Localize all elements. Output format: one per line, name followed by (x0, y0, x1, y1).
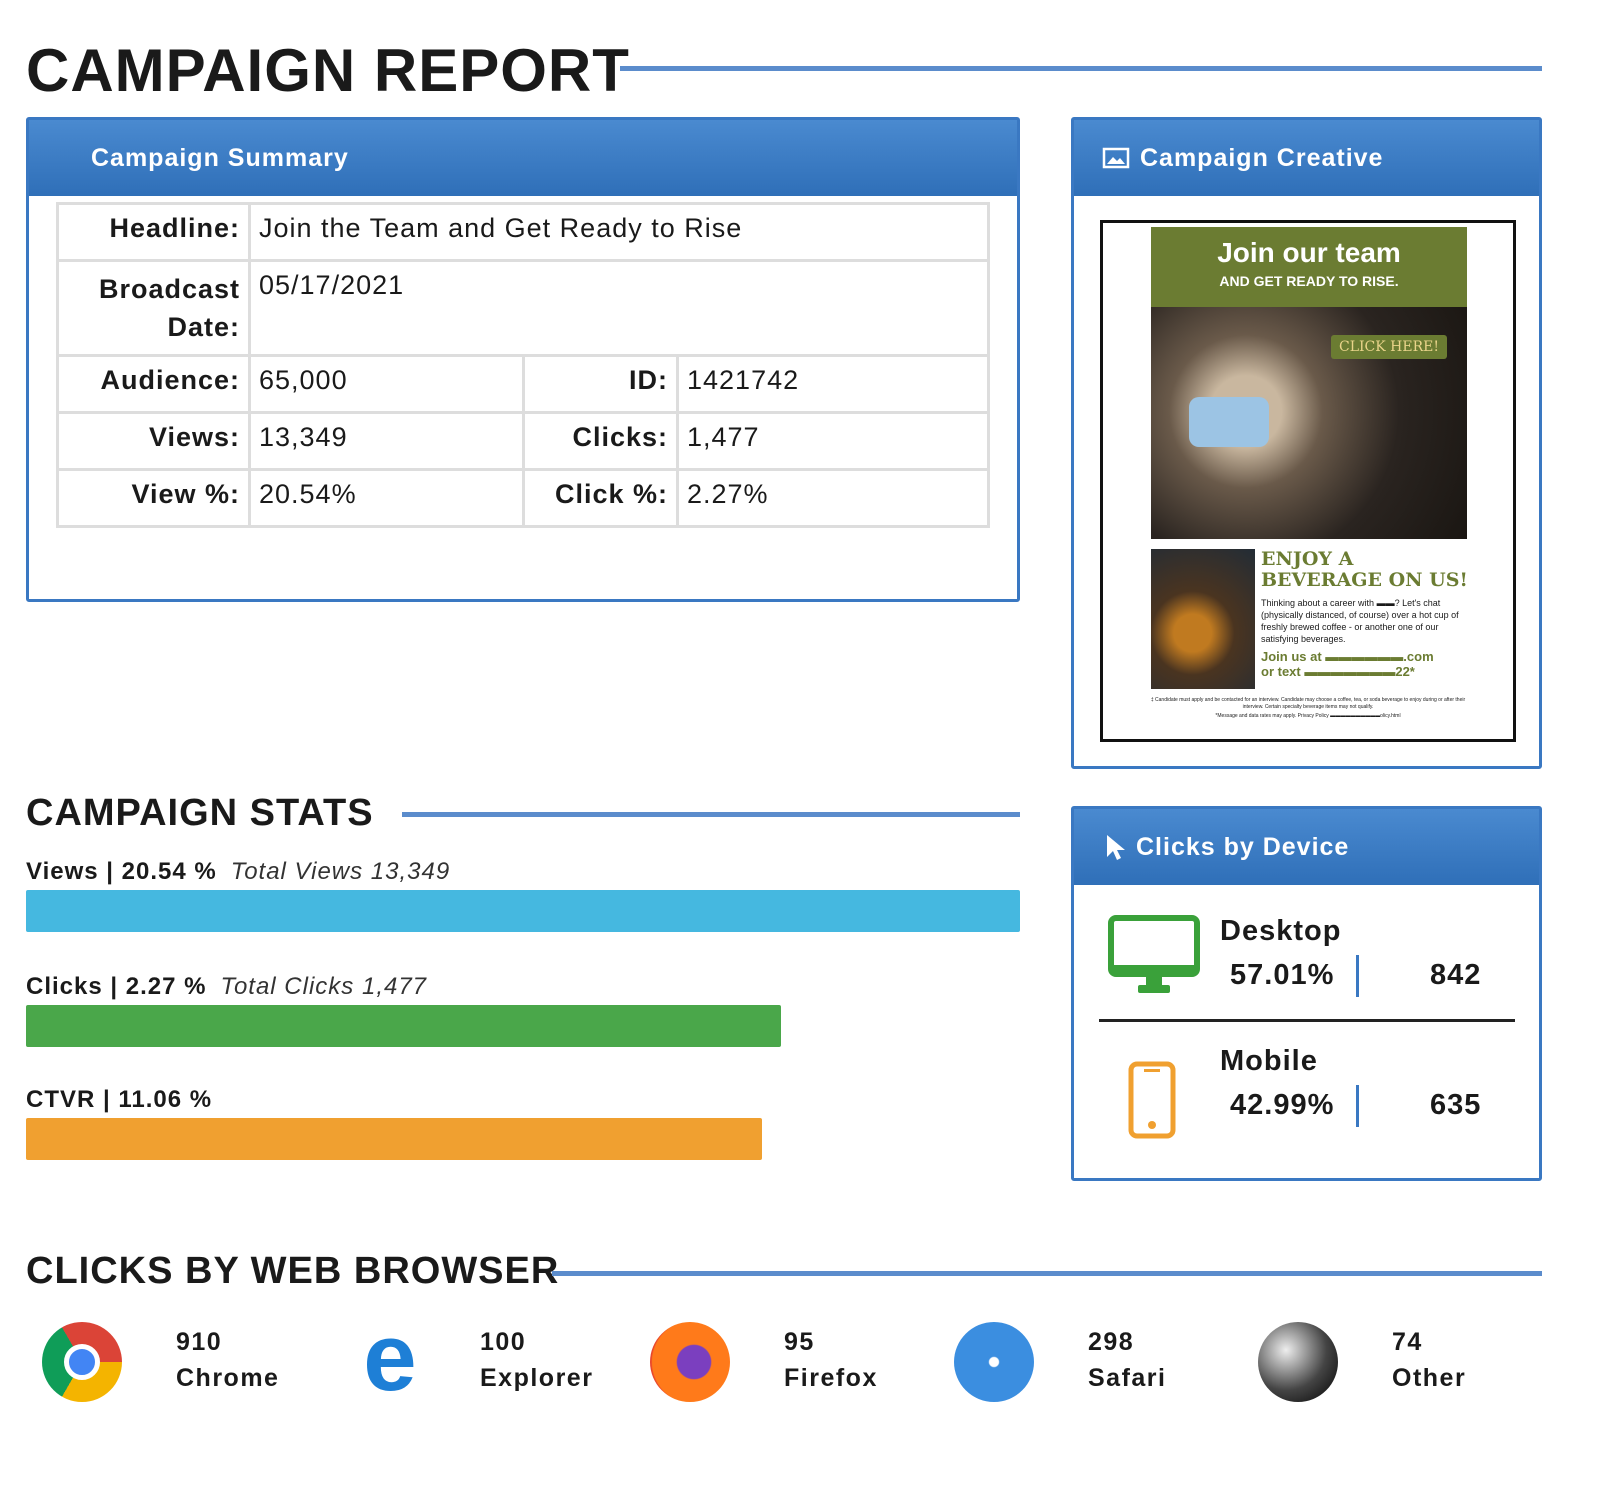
ad-join-url: Join us at ▬▬▬▬▬▬.com (1261, 649, 1434, 664)
audience-value: 65,000 (248, 354, 525, 414)
summary-header: Campaign Summary (29, 120, 1017, 196)
browser-name: Firefox (784, 1364, 878, 1392)
browsers-title: CLICKS BY WEB BROWSER (26, 1250, 560, 1292)
clickpct-value: 2.27% (676, 468, 990, 528)
viewpct-label: View %: (56, 468, 251, 528)
ad-heading: ENJOY A BEVERAGE ON US! (1261, 548, 1468, 591)
safari-icon (954, 1322, 1034, 1402)
stat-bar (26, 890, 1020, 932)
browser-count: 74 (1392, 1328, 1423, 1356)
image-icon (1102, 147, 1130, 169)
stat-label: Clicks | 2.27 % Total Clicks 1,477 (26, 973, 427, 1001)
stat-total: Total Clicks 1,477 (220, 973, 428, 1000)
chrome-icon (42, 1322, 122, 1402)
views-label: Views: (56, 411, 251, 471)
browser-stat: 74 Other (1392, 1324, 1466, 1396)
clicks-value: 1,477 (676, 411, 990, 471)
device-header: Clicks by Device (1074, 809, 1539, 885)
browser-name: Other (1392, 1364, 1467, 1392)
other-icon (1258, 1322, 1338, 1402)
clicks-label: Clicks: (522, 411, 679, 471)
firefox-icon (650, 1322, 730, 1402)
creative-title: Campaign Creative (1140, 143, 1384, 172)
device-title: Clicks by Device (1136, 832, 1350, 861)
mobile-label: Mobile (1220, 1045, 1318, 1077)
id-value: 1421742 (676, 354, 990, 414)
stat-bar (26, 1118, 762, 1160)
summary-table: Headline: Join the Team and Get Ready to … (56, 202, 990, 528)
browser-count: 298 (1088, 1328, 1135, 1356)
views-value: 13,349 (248, 411, 525, 471)
ad-subtitle: AND GET READY TO RISE. (1219, 273, 1399, 289)
divider (1356, 1085, 1359, 1127)
browser-stat: 95 Firefox (784, 1324, 878, 1396)
cursor-icon (1107, 835, 1125, 860)
mobile-percent: 42.99% (1230, 1089, 1335, 1121)
creative-image[interactable]: Join our team AND GET READY TO RISE. CLI… (1100, 220, 1516, 742)
ad-text: ENJOY A BEVERAGE ON US! Thinking about a… (1255, 549, 1471, 689)
mobile-icon (1128, 1061, 1176, 1139)
stats-title: CAMPAIGN STATS (26, 792, 374, 834)
browser-name: Explorer (480, 1364, 594, 1392)
stat-name: Clicks | 2.27 % (26, 973, 207, 1000)
ad-photo: CLICK HERE! (1151, 307, 1467, 539)
desktop-percent: 57.01% (1230, 959, 1335, 991)
ad-cta-button[interactable]: CLICK HERE! (1331, 335, 1447, 359)
broadcast-label: Broadcast Date: (56, 259, 251, 357)
clicks-by-device-panel: Clicks by Device Desktop 57.01% 842 Mobi… (1071, 806, 1542, 1181)
browser-count: 95 (784, 1328, 815, 1356)
stat-name: CTVR | 11.06 % (26, 1086, 213, 1113)
stat-name: Views | 20.54 % (26, 858, 217, 885)
browser-stat: 298 Safari (1088, 1324, 1166, 1396)
ad-fineprint: ‡ Candidate must apply and be contacted … (1150, 697, 1466, 710)
beverage-photo (1151, 549, 1255, 689)
browser-stat: 910 Chrome (176, 1324, 279, 1396)
stat-bar (26, 1005, 782, 1047)
headline-label: Headline: (56, 202, 251, 262)
ad-join-text: or text ▬▬▬▬▬▬▬22* (1261, 664, 1415, 679)
audience-label: Audience: (56, 354, 251, 414)
stat-label: Views | 20.54 % Total Views 13,349 (26, 858, 450, 886)
page-title: CAMPAIGN REPORT (26, 37, 630, 104)
summary-title: Campaign Summary (91, 143, 349, 172)
browser-name: Safari (1088, 1364, 1167, 1392)
stat-label: CTVR | 11.06 % (26, 1086, 226, 1114)
browser-count: 910 (176, 1328, 223, 1356)
explorer-icon: e (363, 1304, 417, 1411)
broadcast-value: 05/17/2021 (248, 259, 990, 357)
clickpct-label: Click %: (522, 468, 679, 528)
ad-title: Join our team (1217, 237, 1401, 268)
browsers-rule (552, 1271, 1542, 1276)
creative-header: Campaign Creative (1074, 120, 1539, 196)
title-rule (620, 66, 1542, 71)
ad-lower: ENJOY A BEVERAGE ON US! Thinking about a… (1151, 549, 1471, 689)
mask-shape (1189, 397, 1269, 447)
campaign-summary-panel: Campaign Summary Headline: Join the Team … (26, 117, 1020, 602)
desktop-count: 842 (1430, 959, 1482, 991)
desktop-icon (1108, 915, 1200, 993)
desktop-label: Desktop (1220, 915, 1342, 947)
headline-value: Join the Team and Get Ready to Rise (248, 202, 990, 262)
stats-rule (402, 812, 1020, 817)
device-separator (1099, 1019, 1515, 1022)
browser-stat: 100 Explorer (480, 1324, 593, 1396)
browser-name: Chrome (176, 1364, 280, 1392)
viewpct-value: 20.54% (248, 468, 525, 528)
ad-privacy: *Message and data rates may apply. Priva… (1215, 713, 1401, 719)
stat-total: Total Views 13,349 (230, 858, 451, 885)
mobile-count: 635 (1430, 1089, 1482, 1121)
ad-banner: Join our team AND GET READY TO RISE. (1151, 227, 1467, 307)
divider (1356, 955, 1359, 997)
ad-body: Thinking about a career with ▬▬? Let's c… (1261, 598, 1459, 644)
browser-count: 100 (480, 1328, 527, 1356)
id-label: ID: (522, 354, 679, 414)
